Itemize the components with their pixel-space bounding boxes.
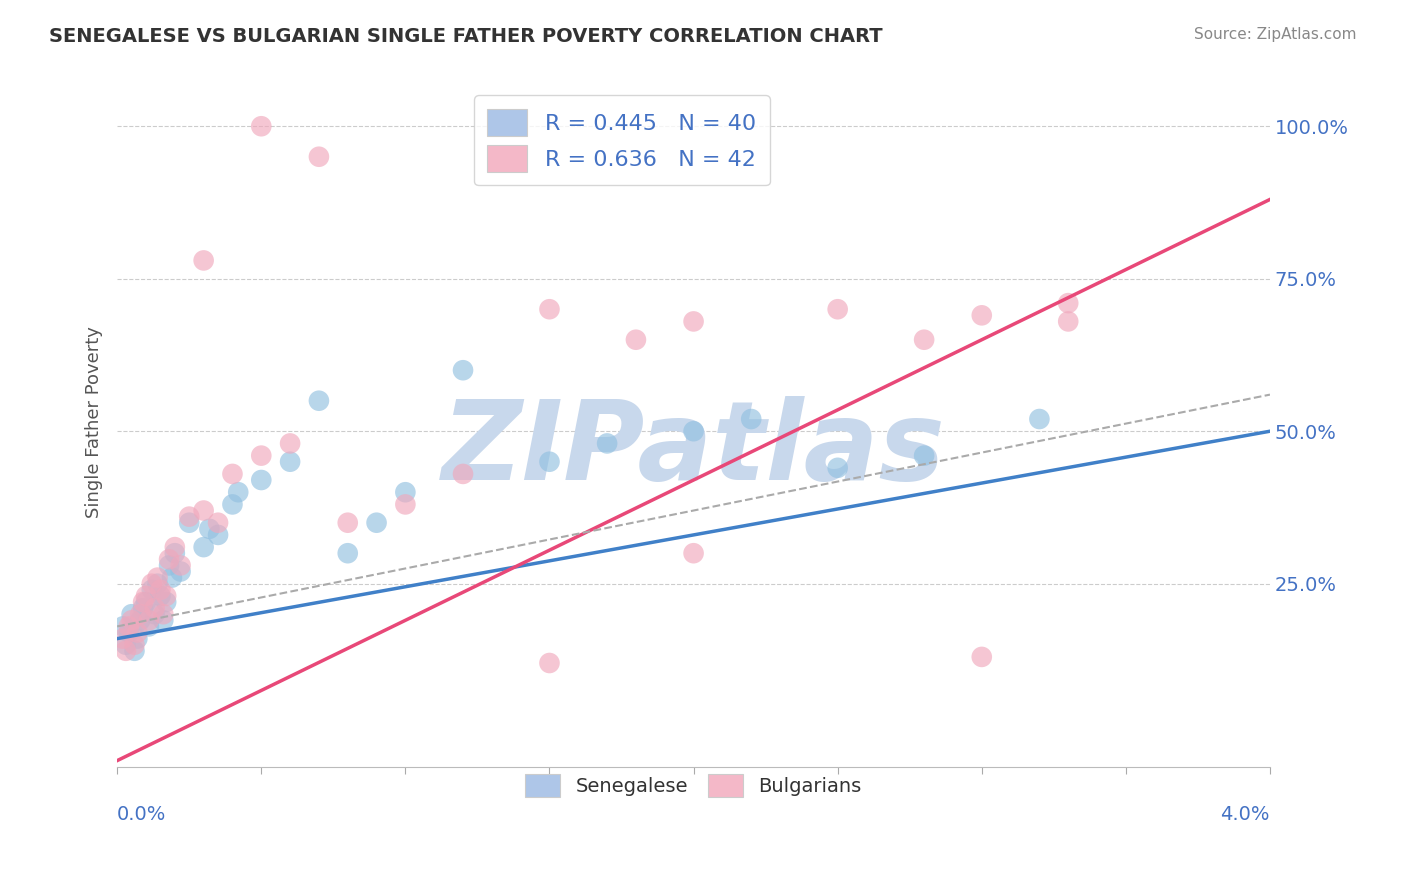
Point xyxy=(111,619,134,633)
Point xyxy=(226,485,249,500)
Point xyxy=(970,309,993,323)
Text: 0.0%: 0.0% xyxy=(117,805,166,823)
Point xyxy=(827,302,849,317)
Point xyxy=(207,528,229,542)
Point xyxy=(970,649,993,664)
Point xyxy=(141,582,163,597)
Point xyxy=(451,467,474,481)
Point xyxy=(155,589,177,603)
Point xyxy=(179,516,201,530)
Text: ZIPatlas: ZIPatlas xyxy=(441,396,945,503)
Point xyxy=(193,253,215,268)
Point xyxy=(121,607,143,622)
Point xyxy=(827,460,849,475)
Point xyxy=(538,302,561,317)
Point xyxy=(111,632,134,646)
Point xyxy=(179,509,201,524)
Point xyxy=(132,595,155,609)
Point xyxy=(538,455,561,469)
Point xyxy=(193,540,215,554)
Point xyxy=(308,393,330,408)
Point xyxy=(129,607,152,622)
Point xyxy=(141,576,163,591)
Point xyxy=(149,582,172,597)
Point xyxy=(366,516,388,530)
Point xyxy=(740,412,762,426)
Point xyxy=(682,424,704,438)
Point xyxy=(193,503,215,517)
Point xyxy=(124,644,146,658)
Point xyxy=(278,436,301,450)
Point xyxy=(157,558,180,573)
Point xyxy=(157,552,180,566)
Point xyxy=(250,120,273,134)
Point xyxy=(250,449,273,463)
Point xyxy=(149,589,172,603)
Point xyxy=(132,601,155,615)
Text: 4.0%: 4.0% xyxy=(1220,805,1270,823)
Point xyxy=(682,314,704,328)
Point xyxy=(118,625,141,640)
Point xyxy=(394,497,416,511)
Point xyxy=(135,595,157,609)
Point xyxy=(143,607,166,622)
Point xyxy=(152,607,174,622)
Point xyxy=(127,632,149,646)
Point xyxy=(146,571,169,585)
Point xyxy=(121,613,143,627)
Point xyxy=(138,619,160,633)
Point xyxy=(155,595,177,609)
Point xyxy=(129,613,152,627)
Point xyxy=(624,333,647,347)
Y-axis label: Single Father Poverty: Single Father Poverty xyxy=(86,326,103,518)
Point xyxy=(152,613,174,627)
Point xyxy=(163,540,186,554)
Point xyxy=(221,467,243,481)
Point xyxy=(135,589,157,603)
Point xyxy=(250,473,273,487)
Point xyxy=(336,516,359,530)
Legend: Senegalese, Bulgarians: Senegalese, Bulgarians xyxy=(517,766,869,805)
Point xyxy=(146,576,169,591)
Point xyxy=(143,601,166,615)
Point xyxy=(163,546,186,560)
Point xyxy=(912,449,935,463)
Point xyxy=(451,363,474,377)
Point xyxy=(221,497,243,511)
Point xyxy=(114,644,136,658)
Point xyxy=(169,558,191,573)
Point xyxy=(538,656,561,670)
Point xyxy=(169,565,191,579)
Point xyxy=(124,638,146,652)
Point xyxy=(207,516,229,530)
Point xyxy=(160,571,183,585)
Text: SENEGALESE VS BULGARIAN SINGLE FATHER POVERTY CORRELATION CHART: SENEGALESE VS BULGARIAN SINGLE FATHER PO… xyxy=(49,27,883,45)
Point xyxy=(127,625,149,640)
Point xyxy=(1057,296,1080,310)
Point xyxy=(278,455,301,469)
Point xyxy=(394,485,416,500)
Point xyxy=(1057,314,1080,328)
Text: Source: ZipAtlas.com: Source: ZipAtlas.com xyxy=(1194,27,1357,42)
Point xyxy=(114,638,136,652)
Point xyxy=(596,436,619,450)
Point xyxy=(118,619,141,633)
Point xyxy=(682,546,704,560)
Point xyxy=(912,333,935,347)
Point xyxy=(1028,412,1050,426)
Point xyxy=(336,546,359,560)
Point xyxy=(198,522,221,536)
Point xyxy=(138,613,160,627)
Point xyxy=(308,150,330,164)
